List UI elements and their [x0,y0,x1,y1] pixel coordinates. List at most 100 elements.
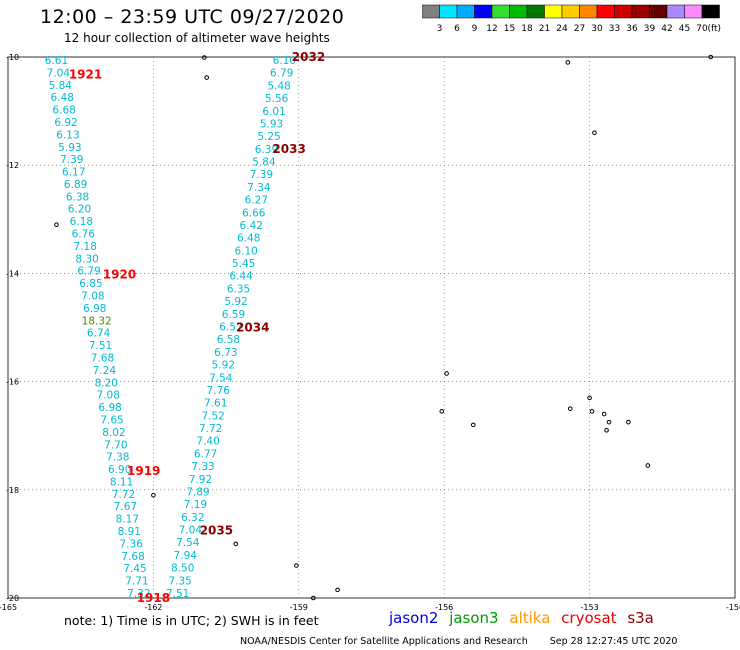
swh-value: 6.61 [45,55,68,67]
swh-value: 7.39 [250,169,273,181]
swh-value: 7.92 [189,474,212,486]
lon-tick-label: -153 [581,603,599,612]
island-outline [204,75,210,80]
island-outline [444,371,449,376]
swh-value: 7.04 [47,67,71,79]
colorbar-label: 3 [437,24,443,34]
map-frame [7,56,736,599]
swh-value: 7.76 [207,385,231,397]
swh-value: 6.35 [227,283,250,295]
legend-jason3: jason3 [449,609,499,627]
island-outline [201,55,207,60]
swh-value: 6.10 [234,245,257,257]
swh-value: 7.51 [89,340,112,352]
colorbar-swatch [509,4,528,19]
island-outline [567,406,573,411]
colorbar-swatch [422,4,440,19]
swh-value: 8.30 [75,253,98,265]
swh-value: 6.58 [217,334,240,346]
swh-value: 6.89 [64,179,87,191]
colorbar-label: 12 [486,24,497,34]
lat-tick-label: -10 [6,53,19,62]
swh-value: 6.01 [262,106,285,118]
swh-value: 5.93 [58,142,81,154]
colorbar-swatch [579,4,598,19]
colorbar-label: 9 [472,24,478,34]
lon-tick-label: -159 [290,603,308,612]
colorbar-label: 18 [521,24,533,34]
swh-value: 7.08 [81,291,104,303]
swh-value: 6.74 [87,328,111,340]
lon-tick-label: -165 [0,603,17,612]
swh-value: 8.91 [118,526,141,538]
swh-value: 6.17 [62,167,85,179]
swh-value: 7.51 [166,588,189,600]
swh-value: 6.10 [273,55,296,67]
pass-time-label: 1921 [69,67,102,81]
altimeter-tracks: 6.617.045.846.486.686.926.135.937.396.17… [45,55,296,600]
island-outline [645,463,651,468]
swh-value: 7.68 [121,551,144,563]
swh-value: 6.27 [245,195,268,207]
swh-value: 5.25 [257,131,280,143]
swh-value: 5.92 [224,296,247,308]
island-outline [592,130,597,136]
lat-tick-label: -18 [6,486,19,495]
pass-time-label: 1919 [127,464,160,478]
swh-value: 6.79 [77,266,100,278]
swh-value: 6.76 [72,229,96,241]
swh-value: 7.18 [74,241,97,253]
swh-value: 6.32 [181,512,204,524]
swh-value: 7.71 [125,576,148,588]
colorbar-label: 42 [661,24,672,34]
map-subtitle: 12 hour collection of altimeter wave hei… [64,31,330,45]
swh-value: 7.61 [204,398,227,410]
swh-value: 6.68 [52,105,75,117]
colorbar-label: 24 [556,24,568,34]
swh-value: 7.72 [112,489,135,501]
swh-value: 7.65 [100,414,123,426]
swh-value: 6.90 [108,464,131,476]
colorbar-swatch [474,4,493,19]
satellite-legend: jason2 jason3 altika cryosat s3a [389,609,660,627]
swh-value: 6.48 [237,233,260,245]
swh-value: 7.52 [201,410,224,422]
swh-value: 7.36 [120,538,144,550]
island-outline [233,541,239,547]
legend-jason2: jason2 [389,609,439,627]
island-outline [335,587,340,593]
colorbar-label: 27 [574,24,585,34]
swh-value: 8.50 [171,563,194,575]
swh-value: 18.32 [82,315,112,327]
pass-time-label: 2032 [292,50,325,64]
swh-value: 7.34 [247,182,271,194]
swh-value: 5.84 [252,157,276,169]
swh-value: 6.39 [255,144,278,156]
island-outline [439,409,445,414]
swh-value: 6.77 [194,448,217,460]
island-outline [604,427,609,433]
colorbar-label: 36 [626,24,638,34]
swh-value: 6.20 [68,204,91,216]
legend-s3a: s3a [627,609,654,627]
island-outline [587,395,592,401]
swh-value: 7.94 [174,550,198,562]
axis-ticks: -165 -162 -159 -156 -153 -150 -10 -12 -14 -16 -18 -… [0,53,740,612]
colorbar-label: 15 [504,24,515,34]
swh-value: 7.04 [179,525,203,537]
colorbar-label: 33 [609,24,620,34]
colorbar-label: 39 [644,24,656,34]
swh-value: 7.72 [199,423,222,435]
credit-text: NOAA/NESDIS Center for Satellite Applica… [240,636,528,647]
lon-tick-label: -150 [726,603,740,612]
pass-time-label: 2034 [236,321,269,335]
pass-time-label: 1918 [137,591,170,605]
colorbar-label: 45 [679,24,690,34]
swh-value: 8.17 [116,514,139,526]
island-outline [311,595,316,601]
swh-value: 6.44 [229,271,253,283]
colorbar-swatch [614,4,633,19]
pass-time-label: 2033 [272,142,305,156]
swh-value: 7.24 [93,365,117,377]
